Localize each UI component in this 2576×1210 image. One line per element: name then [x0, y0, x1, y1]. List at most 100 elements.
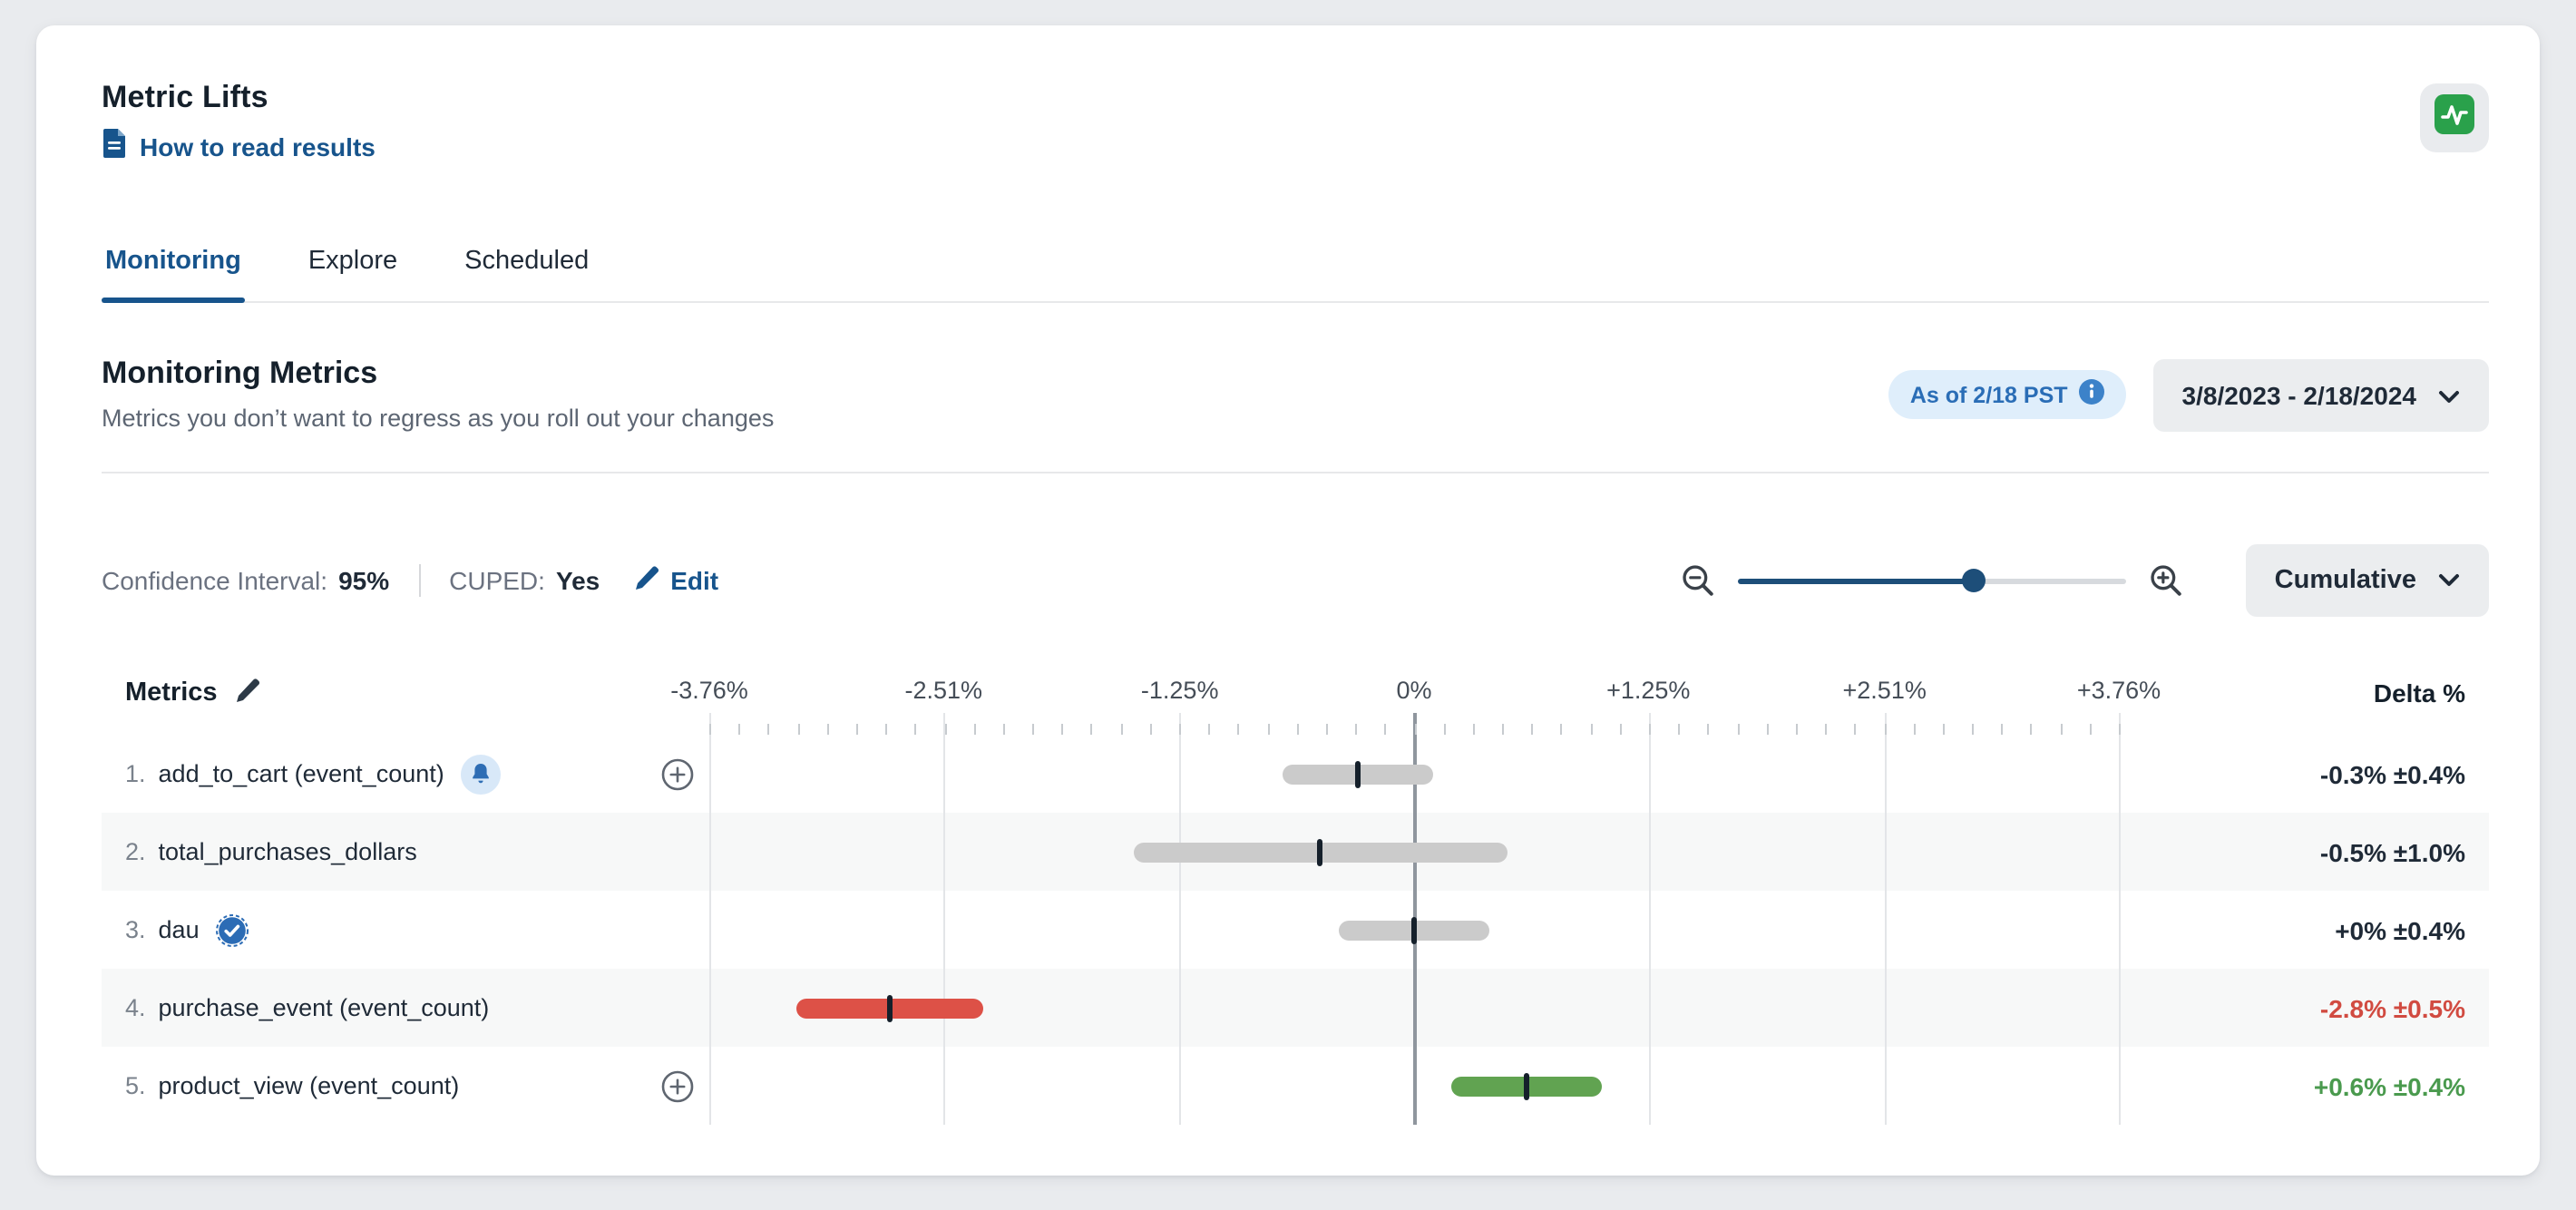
zoom-slider-track [1737, 579, 2126, 583]
ruler-tick [1913, 724, 1916, 735]
ruler-tick [1737, 724, 1740, 735]
ruler-tick [2089, 724, 2092, 735]
ruler-tick [1237, 724, 1240, 735]
interval-chart-cell [709, 969, 2119, 1047]
ruler-tick [1002, 724, 1005, 735]
point-estimate-tick [1411, 916, 1417, 943]
ruler-tick [1032, 724, 1035, 735]
ruler-tick [1179, 724, 1181, 735]
edit-settings-button[interactable]: Edit [632, 564, 718, 597]
panel-title-block: Metric Lifts How to read results [102, 80, 376, 163]
delta-column-header: Delta % [2373, 678, 2465, 707]
ruler-tick [1972, 724, 1975, 735]
zoom-slider-knob[interactable] [1962, 569, 1986, 592]
ruler-tick [1766, 724, 1769, 735]
ruler-tick [1120, 724, 1123, 735]
tab-explore[interactable]: Explore [307, 247, 398, 276]
metrics-table-body: 1. add_to_cart (event_count) -0.3% ±0.4%… [102, 713, 2489, 1125]
confidence-interval-value: 95% [338, 566, 390, 595]
ruler-tick [944, 724, 946, 735]
view-mode-value: Cumulative [2274, 566, 2416, 595]
tab-monitoring[interactable]: Monitoring [102, 245, 245, 303]
interval-chart-cell [709, 813, 2119, 891]
ruler-tick [1384, 724, 1387, 735]
ruler-tick [767, 724, 770, 735]
ruler-tick [973, 724, 976, 735]
date-range-value: 3/8/2023 - 2/18/2024 [2181, 380, 2416, 409]
ruler-tick [1296, 724, 1299, 735]
ruler-tick [797, 724, 800, 735]
metric-index: 2. [125, 838, 146, 865]
pulse-chart-icon [2435, 93, 2474, 142]
section-title-block: Monitoring Metrics Metrics you don’t wan… [102, 356, 774, 434]
ruler-tick [738, 724, 741, 735]
how-to-read-results-link[interactable]: How to read results [102, 129, 376, 163]
metric-row[interactable]: 1. add_to_cart (event_count) -0.3% ±0.4% [102, 735, 2489, 813]
ruler-tick [855, 724, 858, 735]
zoom-in-icon[interactable] [2148, 562, 2184, 599]
metric-health-button[interactable] [2420, 83, 2489, 152]
metric-name: purchase_event (event_count) [158, 994, 490, 1021]
axis-tick-label: +3.76% [2076, 677, 2161, 704]
metric-row[interactable]: 5. product_view (event_count) +0.6% ±0.4… [102, 1047, 2489, 1125]
ruler-tick [2001, 724, 2004, 735]
rows: 1. add_to_cart (event_count) -0.3% ±0.4%… [102, 735, 2489, 1125]
vertical-divider [418, 564, 421, 597]
axis-tick-label: 0% [1396, 677, 1432, 704]
alert-bell-icon[interactable] [460, 754, 501, 794]
ruler-tick [2060, 724, 2063, 735]
section-controls: As of 2/18 PST 3/8/2023 - 2/18/2024 [1888, 358, 2489, 431]
document-icon [102, 129, 127, 163]
point-estimate-tick [1523, 1072, 1529, 1099]
ruler-tick [1267, 724, 1270, 735]
ruler-tick [1560, 724, 1563, 735]
metric-row[interactable]: 3. dau +0% ±0.4% [102, 891, 2489, 969]
info-icon[interactable] [2078, 379, 2104, 410]
metric-index: 5. [125, 1072, 146, 1099]
metric-row[interactable]: 2. total_purchases_dollars -0.5% ±1.0% [102, 813, 2489, 891]
ruler-tick [1208, 724, 1211, 735]
ruler-tick [2119, 724, 2121, 735]
add-metric-button[interactable] [660, 756, 695, 791]
as-of-badge[interactable]: As of 2/18 PST [1888, 370, 2126, 419]
metrics-column-header: Metrics [102, 676, 709, 710]
metric-name: product_view (event_count) [158, 1072, 460, 1099]
metric-row[interactable]: 4. purchase_event (event_count) -2.8% ±0… [102, 969, 2489, 1047]
ruler-tick [1590, 724, 1593, 735]
ruler-tick [1414, 724, 1416, 735]
zoom-slider[interactable] [1737, 566, 2126, 595]
view-mode-dropdown[interactable]: Cumulative [2245, 544, 2489, 617]
edit-label: Edit [670, 566, 719, 595]
interval-chart-cell [709, 735, 2119, 813]
metric-name: total_purchases_dollars [158, 838, 417, 865]
add-metric-button[interactable] [660, 1069, 695, 1103]
ruler-tick [826, 724, 829, 735]
chart-controls-row: Confidence Interval: 95% CUPED: Yes Edit [102, 544, 2489, 617]
ruler-tick [1531, 724, 1534, 735]
metric-cell: 5. product_view (event_count) [102, 1047, 709, 1125]
ruler-tick [709, 724, 711, 735]
ruler-tick [1649, 724, 1651, 735]
section-subtitle: Metrics you don’t want to regress as you… [102, 405, 775, 432]
metric-cell: 1. add_to_cart (event_count) [102, 735, 709, 813]
zoom-out-icon[interactable] [1680, 562, 1716, 599]
interval-chart-cell [709, 891, 2119, 969]
date-range-dropdown[interactable]: 3/8/2023 - 2/18/2024 [2152, 358, 2489, 431]
delta-value: +0% ±0.4% [2335, 915, 2465, 944]
ruler-tick [1149, 724, 1152, 735]
edit-metrics-pencil-icon[interactable] [234, 676, 261, 710]
ruler-tick [1061, 724, 1064, 735]
point-estimate-tick [886, 994, 893, 1021]
cuped-label: CUPED: [449, 566, 545, 595]
axis-labels: -3.76% -2.51% -1.25% 0% +1.25% +2.51% +3.76% [670, 675, 2161, 711]
panel-title: Metric Lifts [102, 80, 268, 114]
pencil-icon [632, 564, 659, 597]
point-estimate-tick [1355, 760, 1361, 787]
ruler-tick [1942, 724, 1945, 735]
tab-bar: Monitoring Explore Scheduled [102, 245, 2489, 303]
tab-scheduled[interactable]: Scheduled [464, 247, 590, 276]
axis-tick-label: +1.25% [1606, 677, 1691, 704]
ruler-tick [1825, 724, 1828, 735]
ruler-tick [1619, 724, 1622, 735]
ruler-tick [914, 724, 917, 735]
